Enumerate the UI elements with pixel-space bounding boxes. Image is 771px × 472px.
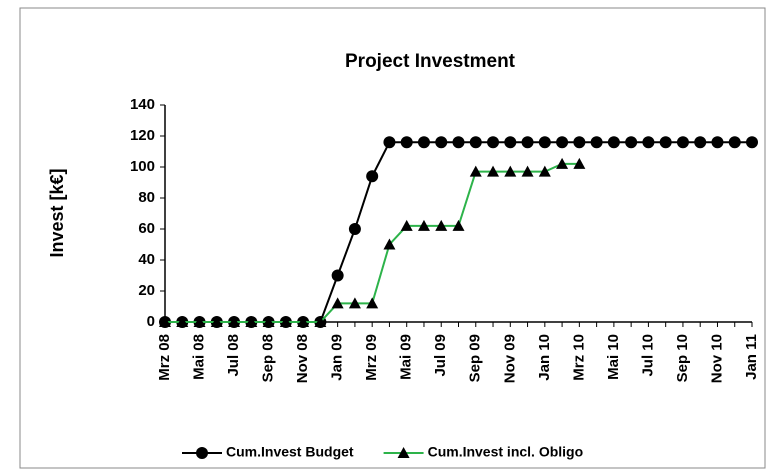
point: [504, 165, 517, 177]
point: [331, 269, 344, 282]
point: [262, 316, 275, 327]
point: [400, 219, 413, 231]
point: [366, 297, 379, 309]
point: [573, 157, 586, 169]
point: [728, 136, 741, 149]
x-tick-label: Jan 11: [743, 334, 760, 380]
point: [417, 219, 430, 231]
point: [210, 316, 223, 327]
x-tick-label: Nov 10: [708, 334, 725, 383]
point: [487, 165, 500, 177]
point: [452, 136, 465, 149]
x-tick-label: Jul 08: [225, 334, 242, 377]
point: [676, 136, 689, 149]
point: [417, 136, 430, 149]
x-tick-label: Mrz 10: [570, 334, 587, 381]
point: [538, 136, 551, 149]
point: [625, 136, 638, 149]
point: [297, 316, 310, 327]
y-axis-label: Invest [k€]: [47, 168, 67, 257]
y-tick-label: 100: [130, 158, 155, 175]
y-tick-label: 20: [138, 282, 155, 299]
point: [694, 136, 707, 149]
point: [348, 223, 361, 235]
point: [556, 157, 569, 169]
x-tick-label: Nov 09: [501, 334, 518, 383]
x-tick-label: Nov 08: [294, 334, 311, 383]
point: [314, 316, 327, 327]
point: [711, 136, 724, 149]
point: [176, 316, 189, 327]
point: [590, 136, 603, 149]
point: [487, 136, 500, 149]
legend-marker: [397, 447, 410, 458]
x-tick-label: Mai 10: [605, 334, 622, 380]
point: [607, 136, 620, 149]
point: [556, 136, 569, 149]
x-tick-label: Sep 10: [674, 334, 691, 382]
point: [452, 219, 465, 231]
x-tick-label: Sep 08: [260, 334, 277, 382]
point: [573, 136, 586, 149]
legend-label: Cum.Invest Budget: [226, 444, 354, 460]
point: [746, 136, 758, 149]
x-tick-label: Mrz 09: [363, 334, 380, 381]
x-tick-label: Jan 10: [536, 334, 553, 381]
y-tick-label: 140: [130, 96, 155, 113]
x-tick-label: Mrz 08: [156, 334, 173, 381]
point: [400, 136, 413, 149]
y-tick-label: 0: [147, 313, 155, 330]
chart-title: Project Investment: [345, 51, 516, 72]
point: [642, 136, 655, 149]
point: [383, 136, 396, 149]
point: [435, 136, 448, 149]
point: [521, 165, 534, 177]
y-tick-label: 80: [138, 189, 155, 206]
x-tick-label: Jul 10: [639, 334, 656, 377]
point: [245, 316, 258, 327]
point: [538, 165, 551, 177]
x-tick-label: Jul 09: [432, 334, 449, 377]
x-tick-label: Mai 08: [190, 334, 207, 380]
point: [383, 238, 396, 250]
point: [504, 136, 517, 149]
point: [331, 297, 344, 309]
point: [469, 165, 482, 177]
x-tick-label: Jan 09: [329, 334, 346, 381]
y-tick-label: 60: [138, 220, 155, 237]
legend-marker: [196, 447, 208, 459]
point: [159, 316, 171, 327]
y-tick-label: 120: [130, 127, 155, 144]
point: [469, 136, 482, 149]
point: [366, 170, 379, 183]
point: [348, 297, 361, 309]
legend-label: Cum.Invest incl. Obligo: [428, 444, 584, 460]
y-tick-label: 40: [138, 251, 155, 268]
x-tick-label: Sep 09: [467, 334, 484, 382]
point: [228, 316, 241, 327]
point: [279, 316, 292, 327]
point: [435, 219, 448, 231]
point: [193, 316, 206, 327]
chart-frame: [19, 7, 766, 469]
x-tick-label: Mai 09: [398, 334, 415, 380]
point: [521, 136, 534, 149]
point: [659, 136, 672, 149]
